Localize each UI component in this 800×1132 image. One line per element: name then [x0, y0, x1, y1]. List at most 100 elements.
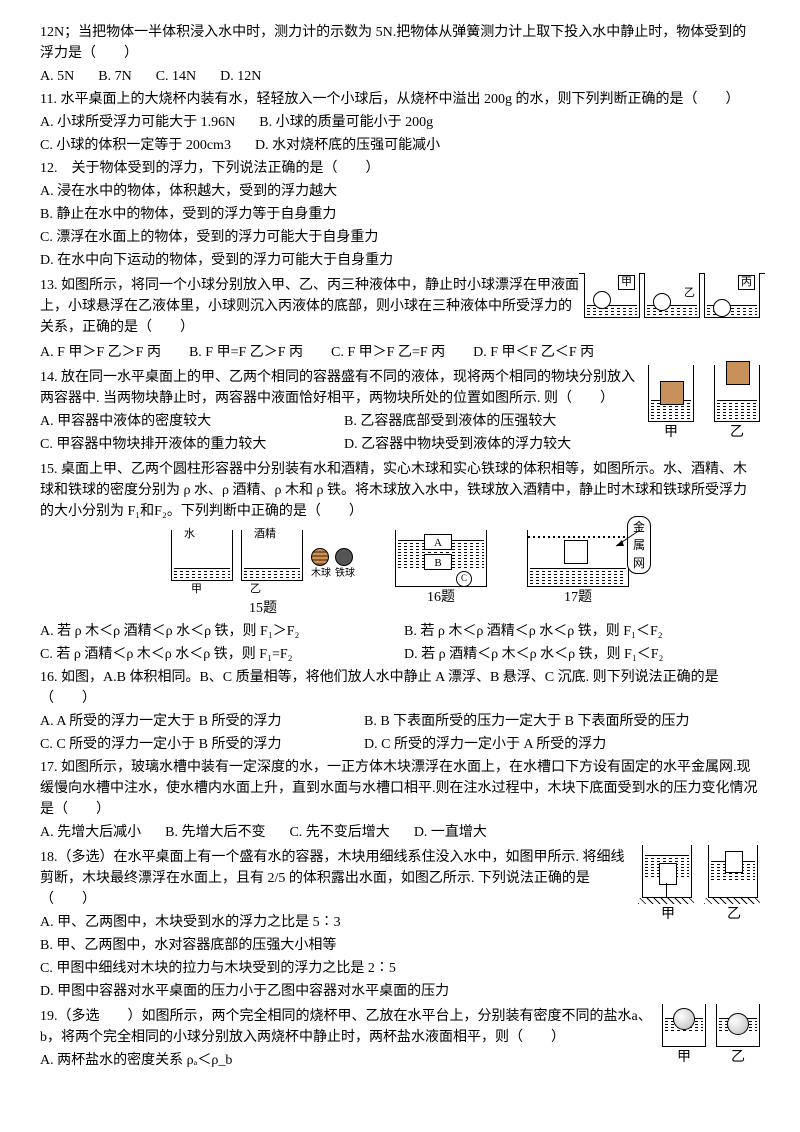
q11-opt-d: D. 水对烧杯底的压强可能减小: [255, 135, 440, 156]
q19-row: 19.（多选 ）如图所示，两个完全相同的烧杯甲、乙放在水平台上，分别装有密度不同…: [40, 1004, 760, 1073]
q14-beaker-yi: [714, 365, 760, 422]
q14-opt-a: A. 甲容器中液体的密度较大: [40, 411, 320, 432]
q19-ball-yi: [727, 1013, 749, 1035]
fig17-cap: 17题: [527, 587, 629, 608]
q10-options: A. 5N B. 7N C. 14N D. 12N: [40, 66, 760, 87]
q18-beaker-yi: [708, 845, 758, 898]
fig15: 水 酒精 木球 铁球 甲 乙 15题: [171, 530, 355, 619]
q14-cap-jia: 甲: [648, 422, 694, 443]
q12-opt-a: A. 浸在水中的物体，体积越大，受到的浮力越大: [40, 181, 760, 202]
q18-block-yi: [725, 851, 743, 873]
q10-opt-b: B. 7N: [98, 66, 131, 87]
q13-options: A. F 甲＞F 乙＞F 丙 B. F 甲=F 乙＞F 丙 C. F 甲＞F 乙…: [40, 342, 760, 363]
q19-beaker-yi: [716, 1004, 760, 1047]
q14-block-jia: [660, 381, 684, 405]
q13-label-bing: 丙: [738, 275, 755, 290]
q14-opt-c: C. 甲容器中物块排开液体的重力较大: [40, 434, 320, 455]
q10-opt-a: A. 5N: [40, 66, 74, 87]
q17-options: A. 先增大后减小 B. 先增大后不变 C. 先不变后增大 D. 一直增大: [40, 822, 760, 843]
q12-opt-d: D. 在水中向下运动的物体，受到的浮力可能大于自身重力: [40, 250, 760, 271]
q13-figure: 甲 乙 丙: [584, 273, 760, 318]
q10-opt-d: D. 12N: [220, 66, 261, 87]
q15-opt-a: A. 若 ρ 木＜ρ 酒精＜ρ 水＜ρ 铁，则 F₁＞F₂: [40, 621, 380, 642]
fig16-ball-c: C: [456, 571, 472, 587]
q10-stem: 12N；当把物体一半体积浸入水中时，测力计的示数为 5N.把物体从弹簧测力计上取…: [40, 22, 760, 64]
q14-row1: A. 甲容器中液体的密度较大 B. 乙容器底部受到液体的压强较大: [40, 411, 644, 432]
q18-string: [666, 883, 667, 897]
fig15-wine-label: 酒精: [252, 528, 278, 541]
q18-figure: 甲 乙: [642, 845, 760, 925]
q12-opt-b: B. 静止在水中的物体，受到的浮力等于自身重力: [40, 204, 760, 225]
fig16-cap: 16题: [395, 587, 487, 608]
q16-opt-c: C. C 所受的浮力一定小于 B 所受的浮力: [40, 734, 340, 755]
q19-cap-jia: 甲: [662, 1047, 706, 1068]
q14-figure: 甲 乙: [648, 365, 760, 443]
q15-stem: 15. 桌面上甲、乙两个圆柱形容器中分别装有水和酒精，实心木球和实心铁球的体积相…: [40, 459, 760, 522]
fig16: A B C 16题: [395, 530, 487, 619]
q11-row1: A. 小球所受浮力可能大于 1.96N B. 小球的质量可能小于 200g: [40, 112, 760, 133]
q18-cap-jia: 甲: [642, 904, 694, 925]
q13-beaker-jia: 甲: [584, 273, 640, 318]
q14-block-yi: [726, 361, 750, 385]
q10-opt-c: C. 14N: [156, 66, 196, 87]
q15-opt-d: D. 若 ρ 酒精＜ρ 木＜ρ 水＜ρ 铁，则 F₁＜F₂: [404, 644, 663, 665]
fig15-water-label: 水: [182, 528, 197, 541]
q16-stem: 16. 如图，A.B 体积相同。B、C 质量相等，将他们放人水中静止 A 漂浮、…: [40, 667, 760, 709]
q17-stem: 17. 如图所示，玻璃水槽中装有一定深度的水，一正方体木块漂浮在水面上，在水槽口…: [40, 757, 760, 820]
fig17-arrow-icon: [612, 528, 642, 550]
q19-beaker-jia: [662, 1004, 706, 1047]
q11-row2: C. 小球的体积一定等于 200cm3 D. 水对烧杯底的压强可能减小: [40, 135, 760, 156]
fig15-yi: 乙: [250, 581, 261, 598]
q15-row2: C. 若 ρ 酒精＜ρ 木＜ρ 水＜ρ 铁，则 F₁=F₂ D. 若 ρ 酒精＜…: [40, 644, 760, 665]
q18-opt-d: D. 甲图中容器对水平桌面的压力小于乙图中容器对水平桌面的压力: [40, 981, 638, 1002]
q13-beaker-yi: 乙: [644, 273, 700, 318]
fig15-iron-label: 铁球: [335, 566, 355, 581]
q13-beaker-bing: 丙: [704, 273, 760, 318]
q18-opt-b: B. 甲、乙两图中，水对容器底部的压强大小相等: [40, 935, 638, 956]
q14-opt-d: D. 乙容器中物块受到液体的浮力较大: [344, 434, 571, 455]
q17-opt-a: A. 先增大后减小: [40, 822, 141, 843]
figure-row-15-16-17: 水 酒精 木球 铁球 甲 乙 15题: [40, 530, 760, 619]
fig17: 金属网 17题: [527, 530, 629, 619]
q14-stem: 14. 放在同一水平桌面上的甲、乙两个相同的容器盛有不同的液体，现将两个相同的物…: [40, 367, 644, 409]
q14-cap-yi: 乙: [714, 422, 760, 443]
q16-opt-d: D. C 所受的浮力一定小于 A 所受的浮力: [364, 734, 606, 755]
fig16-block-a: A: [424, 534, 452, 550]
q13-stem: 13. 如图所示，将同一个小球分别放入甲、乙、丙三种液体中，静止时小球漂浮在甲液…: [40, 275, 580, 338]
q19-figure: 甲 乙: [662, 1004, 760, 1068]
q18-stem: 18.（多选）在水平桌面上有一个盛有水的容器，木块用细线系住没入水中，如图甲所示…: [40, 847, 638, 910]
q13-label-yi: 乙: [682, 287, 697, 300]
q18-block-jia: [659, 863, 677, 885]
q15-opt-b: B. 若 ρ 木＜ρ 酒精＜ρ 水＜ρ 铁，则 F₁＜F₂: [404, 621, 663, 642]
q18-opt-a: A. 甲、乙两图中，木块受到水的浮力之比是 5∶3: [40, 912, 638, 933]
q16-opt-a: A. A 所受的浮力一定大于 B 所受的浮力: [40, 711, 340, 732]
q16-row2: C. C 所受的浮力一定小于 B 所受的浮力 D. C 所受的浮力一定小于 A …: [40, 734, 760, 755]
q16-row1: A. A 所受的浮力一定大于 B 所受的浮力 B. B 下表面所受的压力一定大于…: [40, 711, 760, 732]
q14-beaker-jia: [648, 365, 694, 422]
q18-opt-c: C. 甲图中细线对木块的拉力与木块受到的浮力之比是 2∶5: [40, 958, 638, 979]
q19-opt-a: A. 两杯盐水的密度关系 ρₐ＜ρ_b: [40, 1050, 658, 1071]
q17-opt-d: D. 一直增大: [414, 822, 487, 843]
q16-opt-b: B. B 下表面所受的压力一定大于 B 下表面所受的压力: [364, 711, 690, 732]
q17-opt-c: C. 先不变后增大: [289, 822, 389, 843]
q14-row: 14. 放在同一水平桌面上的甲、乙两个相同的容器盛有不同的液体，现将两个相同的物…: [40, 365, 760, 457]
fig15-wood-label: 木球: [311, 566, 331, 581]
q11-opt-a: A. 小球所受浮力可能大于 1.96N: [40, 112, 235, 133]
q18-beaker-jia: [642, 845, 692, 898]
q11-stem: 11. 水平桌面上的大烧杯内装有水，轻轻放入一个小球后，从烧杯中溢出 200g …: [40, 89, 760, 110]
q12-stem: 12. 关于物体受到的浮力，下列说法正确的是（ ）: [40, 158, 760, 179]
q18-row: 18.（多选）在水平桌面上有一个盛有水的容器，木块用细线系住没入水中，如图甲所示…: [40, 845, 760, 1004]
q15-opt-c: C. 若 ρ 酒精＜ρ 木＜ρ 水＜ρ 铁，则 F₁=F₂: [40, 644, 380, 665]
q12-opt-c: C. 漂浮在水面上的物体，受到的浮力可能大于自身重力: [40, 227, 760, 248]
fig16-block-b: B: [424, 554, 452, 570]
q13-row: 13. 如图所示，将同一个小球分别放入甲、乙、丙三种液体中，静止时小球漂浮在甲液…: [40, 273, 760, 340]
q15-row1: A. 若 ρ 木＜ρ 酒精＜ρ 水＜ρ 铁，则 F₁＞F₂ B. 若 ρ 木＜ρ…: [40, 621, 760, 642]
fig17-block: [564, 540, 588, 564]
q17-opt-b: B. 先增大后不变: [165, 822, 265, 843]
q14-opt-b: B. 乙容器底部受到液体的压强较大: [344, 411, 556, 432]
q13-label-jia: 甲: [618, 275, 635, 290]
q19-stem: 19.（多选 ）如图所示，两个完全相同的烧杯甲、乙放在水平台上，分别装有密度不同…: [40, 1006, 658, 1048]
q19-ball-jia: [673, 1008, 695, 1030]
q11-opt-b: B. 小球的质量可能小于 200g: [259, 112, 433, 133]
q14-row2: C. 甲容器中物块排开液体的重力较大 D. 乙容器中物块受到液体的浮力较大: [40, 434, 644, 455]
